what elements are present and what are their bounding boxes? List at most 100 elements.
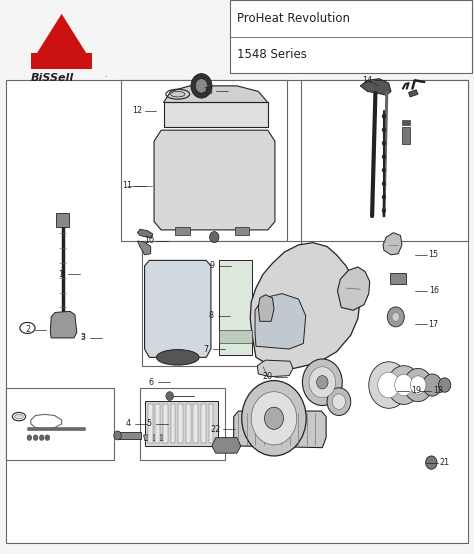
Circle shape	[395, 375, 413, 396]
Bar	[175, 227, 190, 235]
Bar	[219, 260, 252, 355]
Bar	[142, 241, 301, 366]
Bar	[301, 80, 468, 241]
Circle shape	[264, 407, 283, 429]
Polygon shape	[164, 102, 268, 127]
Circle shape	[195, 79, 208, 93]
Circle shape	[317, 376, 328, 389]
Circle shape	[382, 208, 386, 213]
Bar	[178, 404, 183, 443]
Circle shape	[426, 456, 437, 469]
Polygon shape	[234, 411, 326, 448]
Bar	[193, 404, 198, 443]
Text: ·: ·	[104, 73, 107, 82]
Text: 21: 21	[439, 458, 450, 467]
Circle shape	[382, 168, 386, 172]
Circle shape	[423, 374, 442, 396]
Polygon shape	[137, 241, 151, 255]
Bar	[145, 401, 218, 446]
Bar	[186, 404, 191, 443]
Bar	[121, 80, 287, 241]
Polygon shape	[145, 260, 211, 357]
Polygon shape	[409, 90, 418, 97]
Circle shape	[382, 155, 386, 159]
Circle shape	[114, 431, 121, 440]
Text: 11: 11	[122, 181, 132, 190]
Text: 6: 6	[148, 378, 153, 387]
Polygon shape	[164, 86, 268, 102]
Bar	[171, 404, 175, 443]
Ellipse shape	[171, 91, 185, 97]
Text: 1548 Series: 1548 Series	[237, 48, 307, 61]
Text: 18: 18	[433, 386, 444, 395]
Text: 14: 14	[362, 76, 373, 85]
Circle shape	[27, 435, 32, 440]
Text: BiSSell: BiSSell	[31, 73, 74, 83]
Circle shape	[332, 394, 346, 409]
Circle shape	[382, 181, 386, 186]
Polygon shape	[144, 435, 167, 440]
Circle shape	[242, 381, 306, 456]
Circle shape	[309, 367, 336, 398]
Circle shape	[438, 378, 451, 392]
Bar	[402, 120, 410, 125]
Circle shape	[166, 392, 173, 401]
Bar	[155, 404, 160, 443]
Polygon shape	[258, 295, 274, 321]
Text: 2: 2	[25, 325, 30, 334]
Circle shape	[327, 388, 351, 416]
Bar	[209, 404, 213, 443]
Circle shape	[251, 392, 297, 445]
Ellipse shape	[15, 414, 23, 419]
Bar	[390, 273, 406, 284]
Text: 20: 20	[263, 372, 273, 381]
Circle shape	[39, 435, 44, 440]
Bar	[201, 404, 206, 443]
Text: 16: 16	[428, 286, 439, 295]
Bar	[219, 330, 252, 343]
Polygon shape	[360, 79, 391, 95]
Text: 4: 4	[126, 419, 130, 428]
Polygon shape	[36, 14, 88, 55]
Text: 9: 9	[210, 261, 215, 270]
Text: 8: 8	[209, 311, 213, 320]
Polygon shape	[50, 311, 77, 338]
Circle shape	[302, 359, 342, 406]
Text: 3: 3	[81, 334, 85, 342]
Polygon shape	[250, 243, 360, 368]
Circle shape	[404, 368, 432, 402]
Text: 12: 12	[132, 106, 143, 115]
Circle shape	[45, 435, 50, 440]
Circle shape	[378, 372, 400, 398]
Bar	[118, 432, 141, 439]
Polygon shape	[337, 267, 370, 310]
Text: ProHeat Revolution: ProHeat Revolution	[237, 12, 350, 25]
Circle shape	[382, 141, 386, 146]
Circle shape	[369, 362, 409, 408]
Circle shape	[410, 376, 426, 394]
Circle shape	[392, 312, 400, 321]
Polygon shape	[154, 130, 275, 230]
Circle shape	[191, 74, 212, 98]
Text: 1: 1	[58, 270, 63, 279]
Circle shape	[387, 307, 404, 327]
Text: 3: 3	[81, 334, 85, 340]
Polygon shape	[383, 233, 402, 255]
Bar	[230, 0, 472, 73]
Text: 15: 15	[428, 250, 439, 259]
Text: 5: 5	[147, 419, 152, 428]
Polygon shape	[257, 360, 293, 377]
Text: 10: 10	[144, 237, 155, 245]
Bar	[163, 404, 168, 443]
Bar	[402, 127, 410, 144]
Circle shape	[33, 435, 38, 440]
Bar	[56, 213, 69, 227]
Circle shape	[387, 366, 420, 404]
Circle shape	[382, 195, 386, 199]
Polygon shape	[137, 229, 153, 238]
Bar	[148, 404, 153, 443]
Circle shape	[210, 232, 219, 243]
Circle shape	[382, 127, 386, 132]
Text: 7: 7	[204, 345, 209, 353]
Circle shape	[382, 114, 386, 119]
